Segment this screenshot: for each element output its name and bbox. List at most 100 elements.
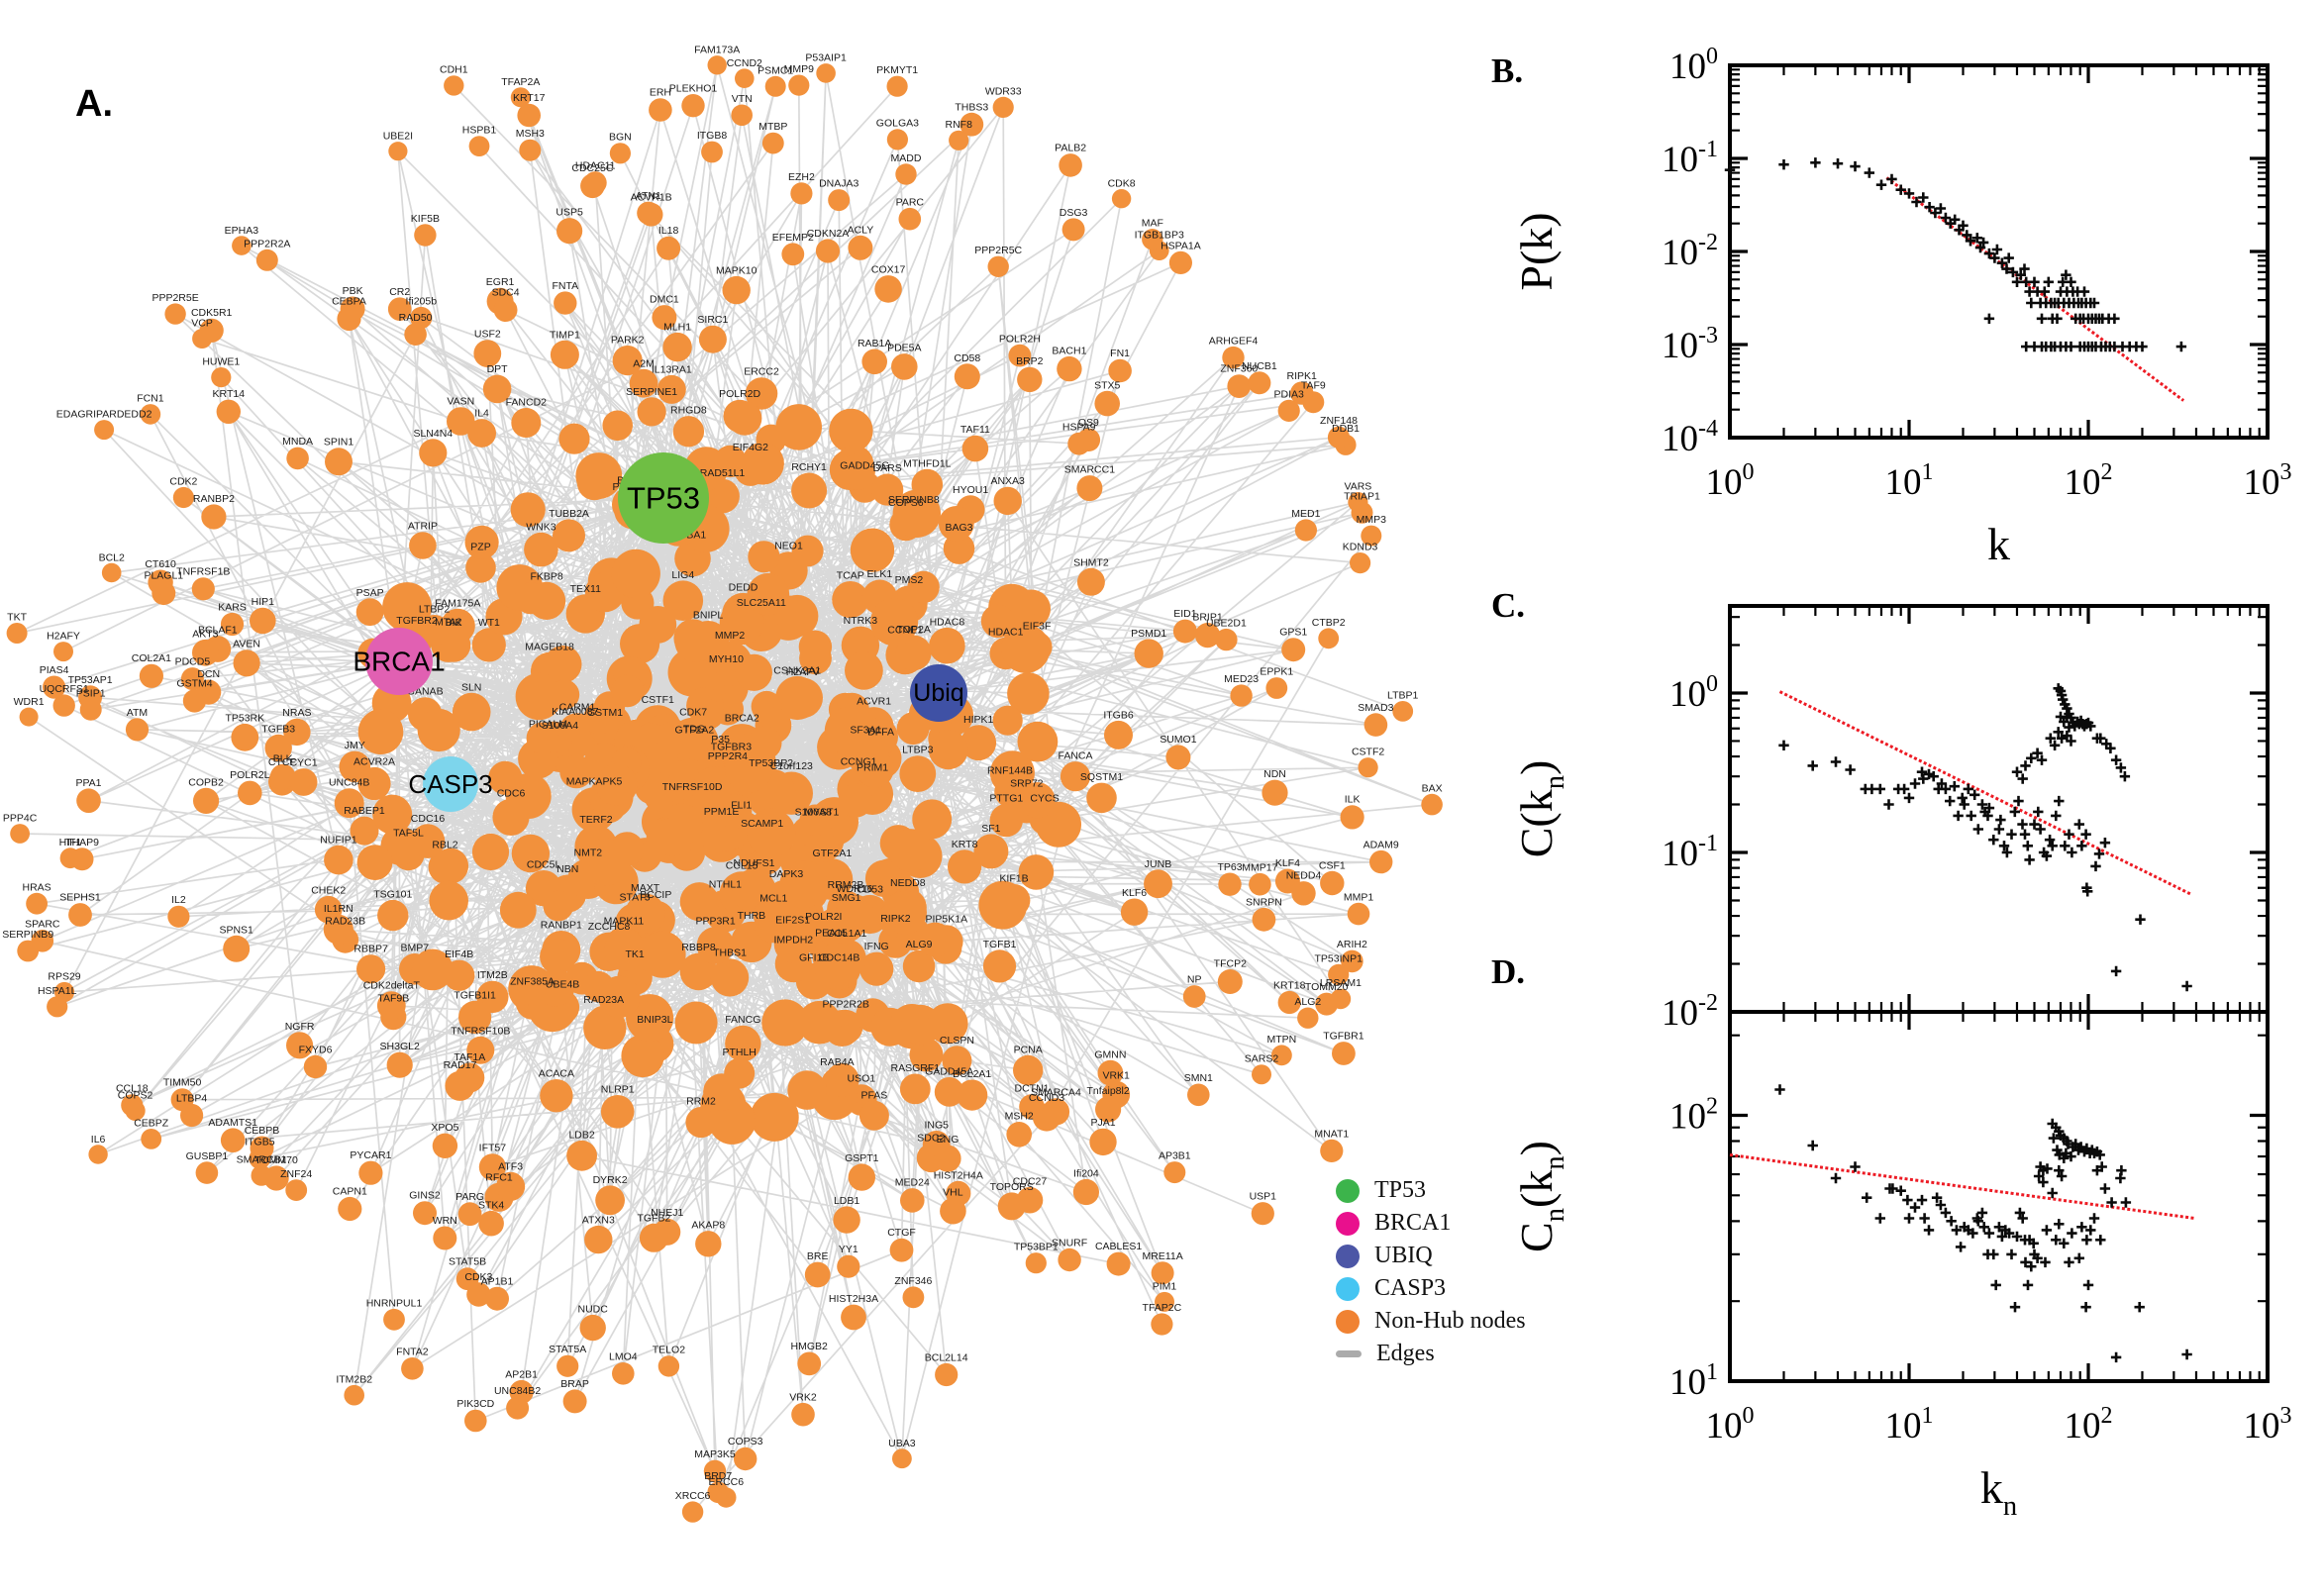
non-hub-node: [53, 981, 75, 1003]
gene-label: SNURF: [1052, 1237, 1087, 1248]
non-hub-node: [464, 525, 499, 559]
non-hub-node: [719, 600, 764, 646]
gene-label: SDC2: [917, 1133, 945, 1145]
gene-label: SERPINB8: [888, 494, 940, 506]
tick-label: 10-4: [1662, 416, 1718, 459]
non-hub-node: [825, 1062, 859, 1097]
gene-label: CDKN2A: [807, 228, 850, 240]
minor-ticks: [1730, 606, 2268, 1012]
legend-label: BRCA1: [1374, 1210, 1452, 1236]
gene-label: KRT14: [213, 388, 246, 400]
gene-label: TGFBR2: [396, 615, 438, 627]
non-hub-node: [511, 408, 542, 438]
non-hub-node: [233, 649, 260, 677]
gene-label: GSPT1: [845, 1152, 879, 1164]
non-hub-node: [1120, 898, 1149, 926]
gene-label: TOMM20: [1305, 981, 1349, 993]
non-hub-node: [376, 991, 406, 1021]
gene-label: TAF9: [1301, 380, 1326, 392]
gene-label: PICALM: [529, 719, 567, 731]
non-hub-node: [1108, 358, 1132, 383]
non-hub-node: [1076, 428, 1101, 451]
non-hub-node: [10, 824, 30, 844]
gene-label: FAM173A: [694, 45, 740, 56]
legend-label: CASP3: [1374, 1275, 1447, 1301]
non-hub-node: [1332, 1042, 1356, 1065]
gene-label: LRSAM1: [1320, 977, 1362, 989]
non-hub-node: [377, 899, 409, 932]
non-hub-node: [540, 939, 576, 975]
non-hub-node: [286, 1032, 314, 1059]
gene-label: NGFR: [285, 1021, 315, 1033]
gene-label: GOLGA3: [876, 118, 919, 130]
gene-label: TNFRSF10D: [662, 781, 723, 793]
node-circle-icon: [1336, 1309, 1360, 1334]
non-hub-node: [1018, 854, 1055, 890]
non-hub-node: [386, 1051, 413, 1078]
non-hub-node: [432, 1133, 458, 1159]
gene-label: HIF1: [59, 837, 82, 848]
gene-label: CDC27: [1013, 1175, 1048, 1187]
non-hub-node: [639, 1223, 668, 1252]
non-hub-node: [1104, 720, 1133, 749]
ppi-network-panel: TP53RK KIAA0087 THAP9 CDC14B MAGEB18 DSG3 NTHL…: [2, 45, 1443, 1523]
non-hub-node: [652, 305, 677, 331]
non-hub-node: [285, 1179, 308, 1201]
non-hub-node: [889, 1238, 914, 1262]
gene-label: NTHL1: [709, 878, 742, 890]
gene-label: WDR16: [837, 883, 873, 895]
non-hub-node: [892, 489, 941, 538]
non-hub-node: [943, 533, 975, 564]
gene-label: TOPORS: [990, 1181, 1034, 1193]
gene-label: COPS6: [888, 497, 924, 509]
gene-label: TERF2: [579, 814, 612, 826]
non-hub-node: [544, 646, 582, 683]
gene-label: STX5: [1094, 379, 1120, 391]
gene-label: LDB2: [568, 1129, 594, 1141]
gene-label: DCN: [197, 668, 220, 680]
non-hub-node: [554, 291, 577, 315]
non-hub-node: [455, 1267, 479, 1291]
minor-ticks: [1730, 1012, 2268, 1381]
gene-label: SPNS1: [219, 924, 253, 936]
legend-item-casp3: CASP3: [1336, 1272, 1526, 1305]
non-hub-node: [837, 1254, 860, 1278]
gene-label: DDB1: [1332, 423, 1360, 435]
non-hub-node: [580, 838, 630, 886]
gene-label: PTTG1: [989, 793, 1023, 805]
gene-label: SMN1: [1184, 1072, 1213, 1084]
gene-label: ARIH2: [1337, 939, 1367, 950]
gene-label: BACH1: [1052, 345, 1086, 356]
gene-label: TELO2: [653, 1345, 685, 1356]
non-hub-node: [761, 132, 784, 154]
gene-label: DNAJA3: [819, 178, 858, 190]
gene-label: ATN1: [636, 190, 661, 202]
gene-label: USO1: [848, 1073, 876, 1085]
gene-label: TP53RK: [225, 712, 264, 724]
gene-label: PPP2R5E: [152, 292, 198, 304]
gene-label: NRAS: [282, 707, 311, 719]
non-hub-node: [550, 340, 579, 369]
gene-label: UQCRFS1: [40, 683, 89, 695]
gene-label: COPS2: [118, 1089, 153, 1101]
gene-label: STAT5A: [549, 1344, 586, 1355]
gene-label: CHEK2: [311, 884, 346, 896]
non-hub-node: [1248, 371, 1271, 395]
gene-label: ALG9: [906, 939, 933, 950]
gene-label: MLH1: [663, 321, 691, 333]
gene-label: UBA3: [888, 1438, 916, 1449]
non-hub-node: [960, 112, 984, 137]
gene-label: BIK: [446, 617, 462, 629]
hub-label-brca1: BRCA1: [353, 647, 445, 677]
gene-label: KLF4: [1275, 857, 1300, 869]
gene-label: IL2: [171, 894, 186, 906]
gene-label: THAP9: [65, 837, 99, 848]
non-hub-node: [791, 472, 828, 509]
gene-label: PTHLH: [722, 1047, 756, 1058]
tick-label: 101: [1885, 459, 1934, 503]
gene-label: PPP2R2A: [244, 238, 290, 249]
non-hub-node: [358, 1160, 383, 1185]
non-hub-node: [1006, 1122, 1032, 1147]
